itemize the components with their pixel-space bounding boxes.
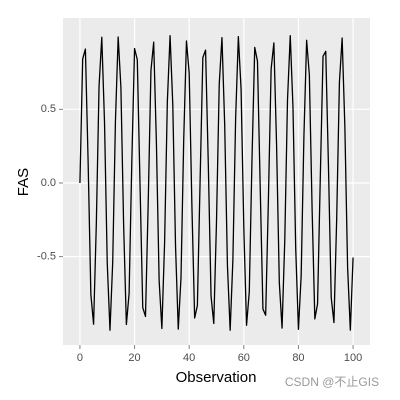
- watermark: CSDN @不止GIS: [285, 375, 379, 389]
- x-tick-label: 100: [344, 352, 362, 364]
- y-axis-label: FAS: [15, 168, 32, 196]
- line: [79, 35, 354, 331]
- x-tick-label: 60: [238, 352, 250, 364]
- x-axis-label: Observation: [176, 369, 257, 386]
- x-tick-label: 0: [77, 352, 83, 364]
- y-tick-label: 0.5: [41, 103, 56, 115]
- x-tick-label: 40: [183, 352, 195, 364]
- plot: [79, 35, 354, 331]
- x-tick-label: 20: [128, 352, 140, 364]
- x-tick-label: 80: [292, 352, 304, 364]
- y-tick-label: 0.0: [41, 177, 56, 189]
- y-tick-label: -0.5: [37, 251, 56, 263]
